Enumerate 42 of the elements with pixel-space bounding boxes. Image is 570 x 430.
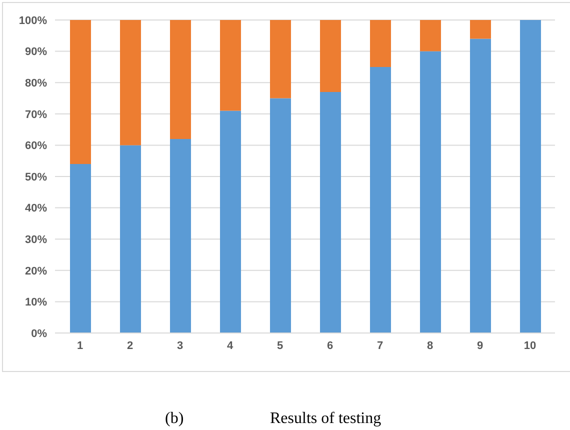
- y-tick-label: 10%: [24, 296, 48, 309]
- bar: [70, 20, 91, 164]
- x-tick-label: 6: [326, 340, 334, 352]
- x-tick-label: 7: [376, 340, 384, 352]
- bar: [320, 20, 341, 92]
- bar: [370, 66, 391, 333]
- x-tick-label: 9: [476, 340, 484, 352]
- y-tick-label: 0%: [31, 328, 48, 340]
- bar: [270, 98, 291, 333]
- bar: [220, 20, 241, 111]
- bar: [270, 20, 291, 98]
- bar: [170, 138, 191, 333]
- x-tick-label: 4: [226, 340, 234, 352]
- y-tick-label: 50%: [24, 171, 48, 184]
- y-tick-label: 90%: [24, 46, 48, 58]
- bar: [120, 145, 141, 333]
- bar: [370, 20, 391, 67]
- bar: [470, 38, 491, 333]
- bar: [470, 20, 491, 39]
- y-tick-label: 80%: [24, 78, 48, 90]
- y-tick-label: 60%: [24, 140, 48, 152]
- y-tick-label: 20%: [24, 265, 48, 278]
- bar: [320, 92, 341, 333]
- bar: [420, 51, 441, 333]
- bar: [220, 110, 241, 333]
- y-tick-label: 30%: [24, 234, 48, 246]
- x-tick-label: 3: [176, 340, 184, 352]
- text: (b): [165, 410, 184, 428]
- x-tick-label: 2: [126, 340, 134, 352]
- bar: [70, 164, 91, 333]
- bar: [420, 20, 441, 52]
- x-tick-label: 10: [524, 340, 536, 352]
- x-tick-label: 1: [76, 340, 84, 352]
- text: Results of testing: [270, 410, 382, 428]
- bar: [120, 20, 141, 146]
- bar: [520, 20, 541, 333]
- y-tick-label: 100%: [18, 14, 48, 27]
- x-tick-label: 8: [426, 340, 434, 352]
- bar: [170, 20, 191, 139]
- y-tick-label: 40%: [24, 202, 48, 215]
- x-tick-label: 5: [276, 340, 284, 352]
- y-tick-label: 70%: [24, 108, 48, 121]
